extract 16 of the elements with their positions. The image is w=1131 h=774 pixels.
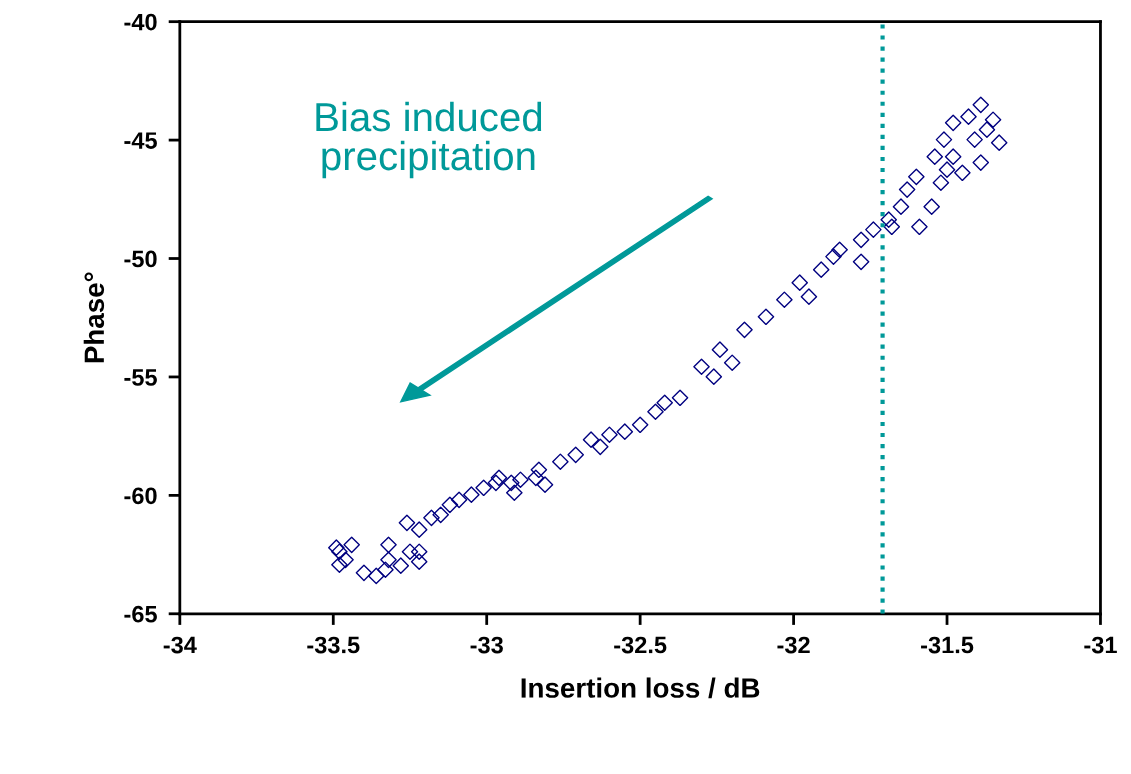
y-tick-label: -45 <box>124 132 157 149</box>
y-tick-label: -60 <box>124 487 157 505</box>
x-tick-label: -34 <box>163 636 197 654</box>
y-tick-label: -65 <box>124 605 157 623</box>
y-tick-label: -40 <box>124 13 157 31</box>
x-tick-label: -33.5 <box>307 636 360 654</box>
y-tick-label: -50 <box>124 250 157 268</box>
y-tick-label: -55 <box>124 369 157 386</box>
x-tick-label: -32.5 <box>614 636 667 654</box>
x-tick-label: -33 <box>470 636 503 654</box>
x-tick-label: -31.5 <box>921 636 974 654</box>
annotation: Bias induced precipitation <box>316 101 542 179</box>
y-axis-title: Phase° <box>83 272 105 363</box>
x-tick-label: -32 <box>777 636 810 654</box>
x-axis-title: Insertion loss / dB <box>521 677 760 699</box>
x-tick-label: -31 <box>1084 636 1117 654</box>
